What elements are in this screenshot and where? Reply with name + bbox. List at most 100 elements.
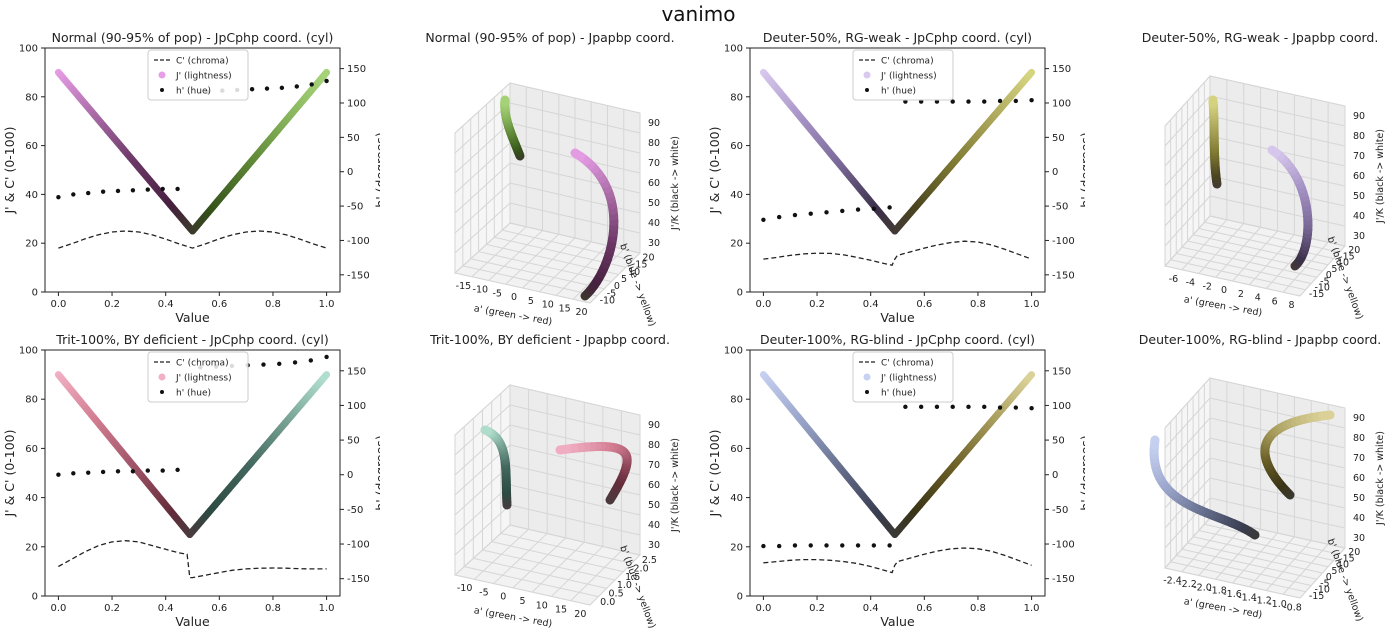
legend-lightness-swatch — [863, 373, 871, 381]
x-tick-label: 15 — [555, 605, 567, 616]
chroma-line — [58, 230, 327, 249]
legend-hue-label: h' (hue) — [881, 389, 916, 399]
y-tick-label: 20 — [730, 542, 743, 553]
grid-line — [1209, 377, 1346, 409]
y2-tick-label: 100 — [1052, 401, 1071, 412]
chart-normal-cyl: Normal (90-95% of pop) - JpCphp coord. (… — [2, 30, 380, 325]
grid-line — [539, 241, 592, 293]
y2-axis-label: h' (degrees) — [1078, 435, 1085, 510]
hue-point — [264, 86, 270, 91]
x-axis-label: Value — [175, 310, 210, 325]
y-tick-label: 15 — [635, 260, 647, 271]
y-tick-label: 40 — [730, 493, 743, 504]
hue-point — [324, 354, 329, 360]
hue-point — [100, 189, 106, 194]
hue-point — [934, 404, 940, 410]
z-tick-label: 50 — [1353, 191, 1365, 202]
chart-title: Trit-100%, BY deficient - JpCphp coord. … — [55, 332, 328, 347]
y2-tick-label: 150 — [1052, 366, 1071, 377]
y-tick-label: 0.5 — [609, 589, 624, 600]
y2-tick-label: -100 — [347, 236, 370, 247]
curve-segment — [1267, 145, 1281, 158]
y-tick-label: 5 — [621, 274, 627, 285]
legend-hue-label: h' (hue) — [176, 389, 211, 399]
y-tick-label: 100 — [724, 44, 743, 55]
x-tick-label: 0.8 — [970, 299, 986, 310]
grid-line — [470, 258, 605, 290]
grid-line — [454, 222, 511, 274]
x-tick-label: 0 — [500, 592, 506, 603]
legend-box — [147, 351, 249, 403]
y-tick-label: 15 — [1343, 553, 1355, 564]
y-tick-label: 0 — [737, 592, 743, 603]
grid-line — [509, 222, 641, 254]
legend-lightness-swatch — [158, 71, 166, 79]
hue-point — [160, 468, 165, 473]
y2-tick-label: 50 — [347, 436, 360, 447]
y2-tick-label: 50 — [347, 133, 360, 144]
chart-trit100-3d: Trit-100%, BY deficient - Jpapbp coord. -… — [429, 332, 681, 630]
grid-line — [1164, 195, 1211, 247]
legend-lightness-label: J' (lightness) — [175, 374, 232, 384]
z-tick-label: 70 — [648, 158, 660, 169]
hue-point — [808, 543, 813, 548]
y2-tick-label: -100 — [1052, 540, 1075, 551]
z-tick-label: 70 — [1353, 151, 1365, 162]
x-tick-label: -1.6 — [1223, 589, 1242, 600]
z-tick-label: 60 — [648, 480, 660, 491]
grid-line — [1209, 195, 1346, 227]
grid-line — [589, 252, 641, 304]
x-tick-label: 0.2 — [104, 603, 120, 614]
x-tick-label: 0.2 — [809, 603, 825, 614]
grid-line — [1164, 95, 1211, 147]
legend-lightness-label: J' (lightness) — [175, 72, 232, 82]
hue-point — [71, 471, 76, 476]
x-tick-label: 0.0 — [50, 299, 66, 310]
grid-line — [454, 142, 511, 194]
y-tick-label: 5 — [1331, 566, 1337, 577]
y2-axis-label: h' (degrees) — [1078, 132, 1085, 207]
hue-point — [792, 543, 798, 548]
grid-line — [462, 265, 598, 297]
hue-point — [279, 85, 285, 91]
x-tick-label: 0.0 — [50, 603, 66, 614]
lightness-segment — [1025, 371, 1036, 381]
x-tick-label: -1.2 — [1253, 596, 1272, 607]
grid-line — [454, 162, 511, 214]
grid-line — [509, 404, 641, 436]
grid-line — [505, 233, 560, 285]
z-tick-label: 80 — [648, 440, 660, 451]
grid-line — [1170, 259, 1306, 291]
z-tick-label: 90 — [1353, 111, 1365, 122]
y-tick-label: 10 — [1337, 258, 1349, 269]
grid-line — [454, 464, 511, 516]
grid-line — [488, 230, 543, 281]
hue-point — [950, 404, 955, 410]
grid-line — [1164, 417, 1211, 469]
grid-line — [500, 532, 632, 564]
x-tick-label: 5 — [519, 596, 525, 607]
hue-point — [918, 404, 924, 410]
hue-point — [130, 469, 136, 474]
legend-chroma-label: C' (chroma) — [881, 57, 934, 67]
grid-line — [454, 524, 511, 576]
z-axis-label: J'/K (black -> white) — [670, 438, 681, 533]
x-tick-label: 0.6 — [916, 603, 932, 614]
x-tick-label: -2.4 — [1163, 576, 1182, 587]
y-tick-label: -5 — [1320, 578, 1329, 589]
hue-point — [1013, 98, 1019, 104]
grid-line — [1198, 530, 1334, 561]
y-tick-label: 0 — [737, 288, 743, 299]
x-tick-label: -2.0 — [1193, 582, 1212, 593]
grid-line — [509, 384, 641, 416]
grid-line — [1209, 437, 1346, 469]
grid-line — [464, 566, 599, 598]
grid-line — [509, 122, 641, 154]
y-tick-label: -5 — [1320, 276, 1329, 287]
legend-lightness-label: J' (lightness) — [880, 374, 937, 384]
grid-line — [454, 384, 511, 436]
y-tick-label: -5 — [607, 288, 616, 299]
y2-tick-label: -50 — [1052, 505, 1068, 516]
grid-line — [1170, 561, 1306, 593]
legend-lightness-swatch — [158, 373, 166, 381]
